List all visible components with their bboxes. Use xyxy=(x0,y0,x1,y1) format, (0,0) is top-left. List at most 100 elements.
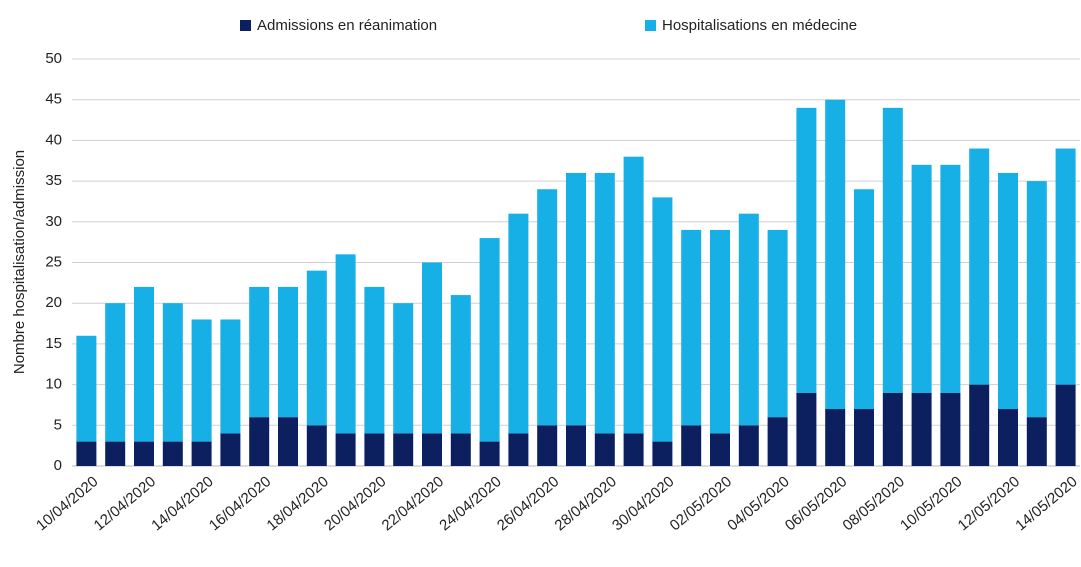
bar xyxy=(1026,181,1047,418)
x-tick-label: 12/04/2020 xyxy=(91,473,159,534)
x-tick-label: 10/05/2020 xyxy=(897,473,965,534)
bar xyxy=(191,441,212,466)
x-tick-label: 12/05/2020 xyxy=(955,473,1023,534)
bar xyxy=(422,262,442,434)
bar xyxy=(882,392,903,466)
bar xyxy=(681,425,702,466)
bar xyxy=(278,286,298,418)
bar xyxy=(479,238,500,442)
bar xyxy=(594,172,615,434)
bar xyxy=(422,433,442,466)
bar xyxy=(710,229,730,434)
bar xyxy=(738,213,759,426)
x-tick-label: 24/04/2020 xyxy=(436,473,504,534)
bar xyxy=(998,172,1018,410)
legend-label: Admissions en réanimation xyxy=(257,17,437,34)
bar xyxy=(825,99,846,410)
bar xyxy=(105,303,126,442)
x-tick-label: 08/05/2020 xyxy=(839,473,907,534)
bar xyxy=(249,286,270,418)
bar xyxy=(767,417,788,466)
y-tick-label: 45 xyxy=(45,91,62,108)
bar xyxy=(652,441,673,466)
bar xyxy=(796,392,817,466)
bar xyxy=(940,164,961,393)
bar xyxy=(623,433,644,466)
bar xyxy=(566,172,586,426)
bar xyxy=(911,164,932,393)
y-tick-label: 0 xyxy=(54,457,62,474)
x-tick-label: 02/05/2020 xyxy=(667,473,735,534)
y-tick-label: 40 xyxy=(45,131,62,148)
bar xyxy=(220,433,241,466)
y-tick-label: 50 xyxy=(45,50,62,67)
x-tick-label: 30/04/2020 xyxy=(609,473,677,534)
bar xyxy=(393,433,414,466)
legend-label: Hospitalisations en médecine xyxy=(662,17,857,34)
bar xyxy=(969,384,990,466)
x-tick-label: 04/05/2020 xyxy=(724,473,792,534)
bar xyxy=(134,286,154,442)
x-tick-label: 22/04/2020 xyxy=(379,473,447,534)
bar xyxy=(450,295,471,434)
bar xyxy=(1026,417,1047,466)
bar xyxy=(162,303,183,442)
bar xyxy=(940,392,961,466)
bar xyxy=(306,425,327,466)
x-tick-label: 10/04/2020 xyxy=(33,473,101,534)
y-tick-label: 30 xyxy=(45,213,62,230)
bar xyxy=(105,441,126,466)
x-tick-label: 16/04/2020 xyxy=(206,473,274,534)
bar xyxy=(1055,384,1076,466)
bar xyxy=(508,213,529,434)
bar xyxy=(767,229,788,418)
y-tick-label: 25 xyxy=(45,253,62,270)
bar xyxy=(623,156,644,434)
x-tick-label: 20/04/2020 xyxy=(321,473,389,534)
bar xyxy=(162,441,183,466)
x-tick-label: 06/05/2020 xyxy=(782,473,850,534)
legend-swatch xyxy=(645,20,656,31)
bar xyxy=(825,409,846,466)
x-tick-label: 18/04/2020 xyxy=(263,473,331,534)
bar xyxy=(76,441,97,466)
bar xyxy=(681,229,702,426)
legend-swatch xyxy=(240,20,251,31)
bar xyxy=(537,189,558,426)
bar xyxy=(76,335,97,442)
x-tick-label: 14/05/2020 xyxy=(1012,473,1080,534)
x-tick-label: 28/04/2020 xyxy=(551,473,619,534)
bar xyxy=(796,107,817,393)
bar xyxy=(220,319,241,434)
bar xyxy=(335,254,356,434)
bar xyxy=(1055,148,1076,385)
bar xyxy=(537,425,558,466)
bar xyxy=(508,433,529,466)
bar xyxy=(450,433,471,466)
x-tick-label: 14/04/2020 xyxy=(148,473,216,534)
bar xyxy=(566,425,586,466)
bar xyxy=(306,270,327,426)
bar xyxy=(393,303,414,434)
bar xyxy=(364,433,385,466)
bar xyxy=(134,441,154,466)
x-tick-label: 26/04/2020 xyxy=(494,473,562,534)
bar xyxy=(998,409,1018,466)
y-tick-label: 10 xyxy=(45,376,62,393)
bar xyxy=(335,433,356,466)
bar xyxy=(249,417,270,466)
bar xyxy=(911,392,932,466)
bar xyxy=(854,189,874,410)
bar xyxy=(191,319,212,442)
y-tick-label: 35 xyxy=(45,172,62,189)
bar xyxy=(364,286,385,434)
bar xyxy=(854,409,874,466)
bar xyxy=(882,107,903,393)
bar xyxy=(278,417,298,466)
bar xyxy=(738,425,759,466)
y-tick-label: 5 xyxy=(54,416,62,433)
y-axis-title: Nombre hospitalisation/admission xyxy=(11,150,28,374)
bar xyxy=(652,197,673,442)
bar xyxy=(594,433,615,466)
